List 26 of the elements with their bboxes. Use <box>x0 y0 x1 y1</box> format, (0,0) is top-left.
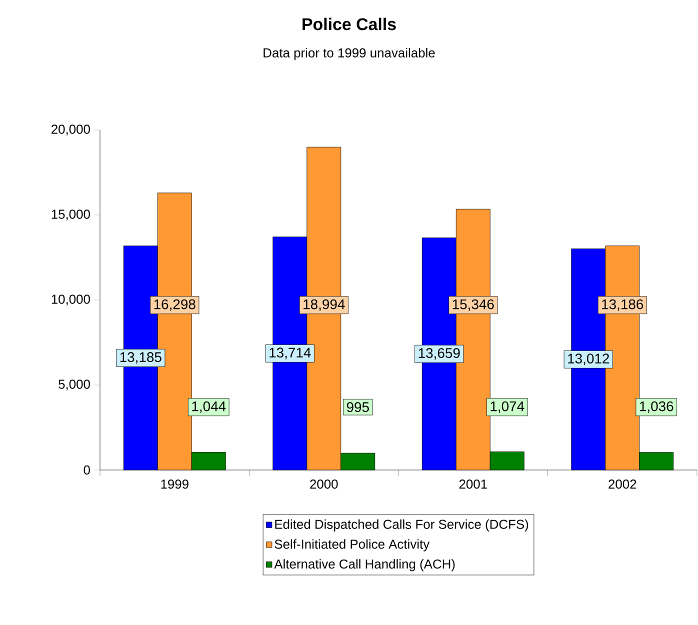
data-label: 13,714 <box>270 348 311 360</box>
data-label: 16,298 <box>154 299 196 311</box>
data-label: 1,036 <box>640 401 674 413</box>
legend-label: Self-Initiated Police Activity <box>274 539 430 552</box>
data-label: 1,074 <box>490 401 524 413</box>
y-tick-label: 20,000 <box>52 124 90 136</box>
legend-label: Edited Dispatched Calls For Service (DCFS) <box>275 519 528 532</box>
legend-label: Alternative Call Handling (ACH) <box>274 559 455 572</box>
chart-title: Police Calls <box>302 18 396 30</box>
data-label: 1,044 <box>192 401 226 413</box>
data-label: 15,346 <box>452 299 494 311</box>
data-label: 995 <box>346 402 369 412</box>
data-label: 13,659 <box>418 348 460 360</box>
x-tick-label: 2002 <box>608 480 636 489</box>
x-tick-label: 2000 <box>310 480 338 489</box>
data-label: 18,994 <box>304 299 345 311</box>
data-label: 13,012 <box>568 354 610 366</box>
data-label: 13,186 <box>602 299 644 311</box>
y-tick-label: 0 <box>84 465 90 475</box>
chart-subtitle: Data prior to 1999 unavailable <box>264 48 435 60</box>
data-label: 13,185 <box>120 352 162 364</box>
y-tick-label: 15,000 <box>52 210 90 220</box>
x-tick-label: 2001 <box>459 480 487 489</box>
y-tick-label: 5,000 <box>58 380 90 390</box>
x-tick-label: 1999 <box>161 480 188 489</box>
y-tick-label: 10,000 <box>52 294 90 306</box>
